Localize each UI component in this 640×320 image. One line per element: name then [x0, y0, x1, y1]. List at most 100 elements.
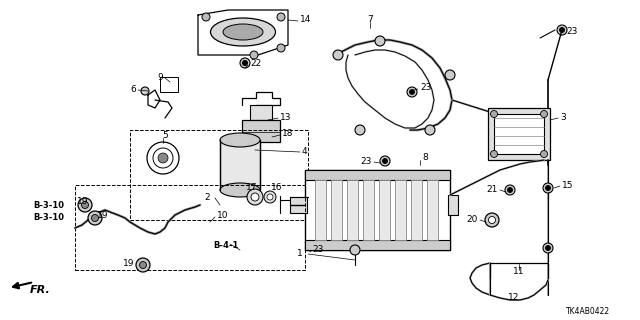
Circle shape [136, 258, 150, 272]
Text: 18: 18 [282, 130, 294, 139]
Bar [305, 170, 450, 250]
Text: 9: 9 [157, 73, 163, 82]
Text: 6: 6 [131, 84, 136, 93]
Bar [130, 130, 308, 220]
Circle shape [350, 245, 360, 255]
Text: 13: 13 [280, 113, 291, 122]
Circle shape [485, 213, 499, 227]
Bar [427, 180, 438, 240]
Circle shape [81, 202, 88, 209]
Circle shape [267, 194, 273, 200]
Circle shape [545, 186, 550, 190]
Text: B-3-10: B-3-10 [33, 213, 64, 222]
Circle shape [380, 156, 390, 166]
Bar [315, 180, 326, 240]
Bar [347, 180, 358, 240]
Ellipse shape [220, 133, 260, 147]
Text: B-4-1: B-4-1 [213, 242, 238, 251]
Text: 23: 23 [360, 156, 372, 165]
Circle shape [541, 110, 547, 117]
Text: 19: 19 [77, 197, 88, 206]
Circle shape [445, 70, 455, 80]
Bar [379, 180, 390, 240]
Circle shape [202, 13, 210, 21]
Circle shape [383, 158, 387, 164]
Text: 23: 23 [312, 245, 323, 254]
Circle shape [147, 142, 179, 174]
Bar [363, 180, 374, 240]
Text: 19: 19 [122, 260, 134, 268]
Ellipse shape [223, 24, 263, 40]
Circle shape [543, 243, 553, 253]
Bar [220, 140, 260, 190]
Text: 19: 19 [97, 211, 108, 220]
Circle shape [78, 198, 92, 212]
Circle shape [277, 13, 285, 21]
Circle shape [375, 36, 385, 46]
Circle shape [243, 60, 248, 66]
Circle shape [355, 125, 365, 135]
Bar [305, 170, 450, 180]
Text: 22: 22 [250, 59, 261, 68]
Circle shape [557, 25, 567, 35]
Bar [411, 180, 422, 240]
Text: 15: 15 [562, 180, 573, 189]
Bar [305, 240, 450, 250]
Circle shape [240, 58, 250, 68]
Circle shape [543, 183, 553, 193]
Text: 2: 2 [204, 194, 210, 203]
Bar [160, 77, 178, 92]
Text: 10: 10 [217, 211, 228, 220]
Bar [290, 197, 307, 213]
Ellipse shape [220, 183, 260, 197]
Circle shape [488, 217, 495, 223]
Circle shape [92, 214, 99, 221]
Circle shape [541, 150, 547, 157]
Circle shape [505, 185, 515, 195]
Circle shape [559, 28, 564, 33]
Circle shape [158, 153, 168, 163]
Bar [75, 185, 305, 270]
Circle shape [247, 189, 263, 205]
Circle shape [490, 150, 497, 157]
Text: 7: 7 [367, 15, 373, 25]
Text: 21: 21 [486, 185, 498, 194]
Circle shape [250, 51, 258, 59]
Text: FR.: FR. [30, 285, 51, 295]
Circle shape [545, 245, 550, 251]
Text: 14: 14 [300, 15, 312, 25]
Circle shape [264, 191, 276, 203]
Text: 20: 20 [467, 214, 478, 223]
Text: 16: 16 [271, 183, 282, 193]
Circle shape [407, 87, 417, 97]
Circle shape [410, 90, 415, 94]
Circle shape [141, 87, 149, 95]
Circle shape [88, 211, 102, 225]
Text: 8: 8 [422, 154, 428, 163]
Text: 11: 11 [513, 268, 525, 276]
Text: 23: 23 [420, 84, 431, 92]
Bar [331, 180, 342, 240]
Circle shape [333, 50, 343, 60]
Text: 23: 23 [566, 28, 577, 36]
Bar [250, 105, 272, 120]
Ellipse shape [211, 18, 275, 46]
Circle shape [140, 261, 147, 268]
Bar [488, 108, 550, 160]
Bar [448, 195, 458, 215]
Circle shape [277, 44, 285, 52]
Text: TK4AB0422: TK4AB0422 [566, 307, 610, 316]
Circle shape [508, 188, 513, 193]
Text: 5: 5 [162, 132, 168, 140]
Bar [494, 114, 544, 154]
Text: 3: 3 [560, 114, 566, 123]
Bar [395, 180, 406, 240]
Circle shape [490, 110, 497, 117]
Text: 17: 17 [246, 183, 257, 193]
Circle shape [425, 125, 435, 135]
Circle shape [251, 193, 259, 201]
Bar [242, 120, 280, 142]
Text: 1: 1 [297, 250, 303, 259]
Text: B-3-10: B-3-10 [33, 202, 64, 211]
Text: 12: 12 [508, 292, 520, 301]
